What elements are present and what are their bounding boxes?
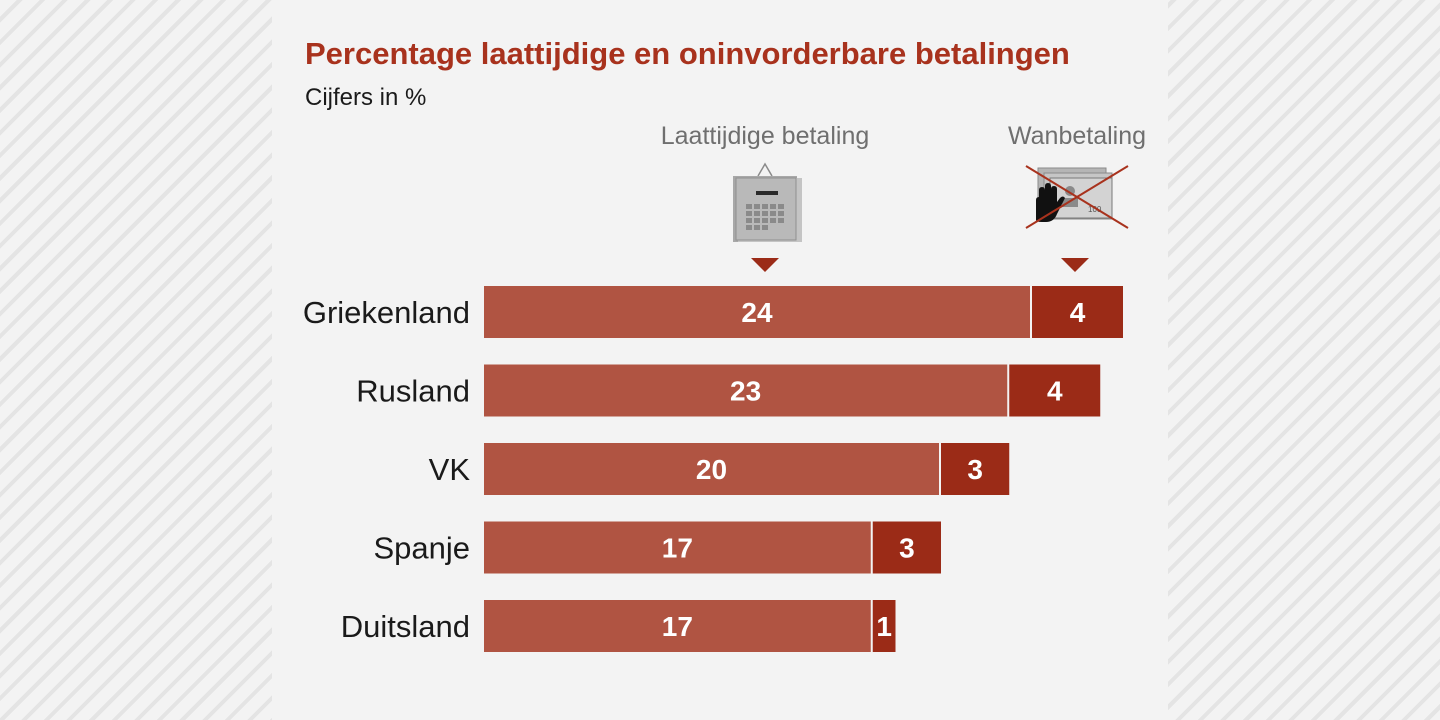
bar-late — [484, 364, 1008, 417]
data-label-late: 24 — [741, 297, 773, 328]
data-label-default: 3 — [899, 533, 915, 564]
bar-default — [1009, 364, 1101, 417]
category-label: Rusland — [356, 374, 470, 409]
bar-late — [484, 443, 939, 495]
bar-late — [484, 521, 871, 574]
category-label: Griekenland — [303, 295, 470, 330]
category-label: Spanje — [373, 531, 470, 566]
legend-label-late: Laattijdige betaling — [660, 122, 870, 150]
bar-default — [872, 521, 941, 574]
crossed-out-payment-icon: 100 — [1025, 165, 1129, 229]
data-label-late: 17 — [662, 611, 693, 642]
chart-title: Percentage laattijdige en oninvorderbare… — [305, 36, 1070, 71]
category-label: VK — [429, 452, 471, 487]
bar-default — [872, 600, 896, 652]
data-label-late: 17 — [662, 533, 693, 564]
data-label-default: 4 — [1070, 297, 1086, 328]
svg-text:100: 100 — [1088, 205, 1102, 214]
data-label-default: 1 — [876, 611, 892, 642]
legend-arrow-default — [1061, 258, 1089, 272]
data-label-late: 20 — [696, 454, 727, 485]
chart-subtitle: Cijfers in % — [305, 84, 427, 111]
legend-label-default: Wanbetaling — [1007, 122, 1147, 150]
data-label-default: 4 — [1047, 376, 1063, 407]
bar-late — [484, 286, 1030, 338]
data-label-default: 3 — [967, 454, 983, 485]
category-label: Duitsland — [341, 609, 470, 644]
calendar-icon — [733, 162, 802, 242]
bar-late — [484, 600, 871, 652]
data-label-late: 23 — [730, 376, 761, 407]
bar-default — [1032, 286, 1123, 338]
bar-default — [941, 443, 1010, 495]
legend-arrow-late — [751, 258, 779, 272]
